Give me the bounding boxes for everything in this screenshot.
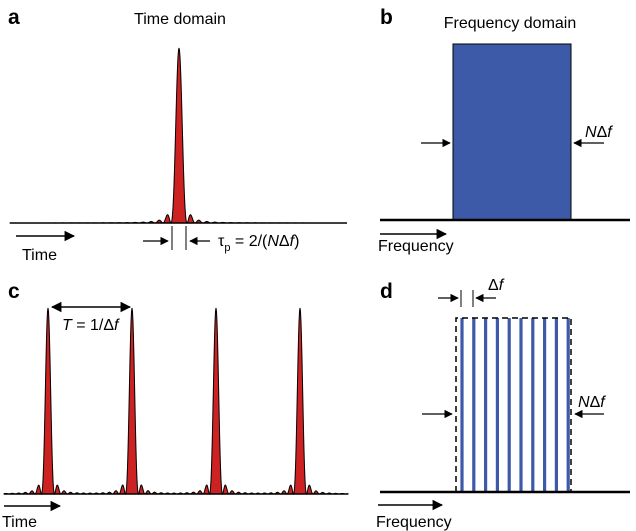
comb-envelope: [455, 317, 572, 492]
spectrum-block: [452, 43, 572, 221]
comb-lines: [460, 318, 570, 492]
panel-b: b Frequency domain Frequency NΔf: [378, 6, 630, 255]
panel-c: c Time T = 1/Δf: [2, 280, 349, 531]
bandwidth-label-d: NΔf: [578, 394, 606, 411]
panel-label-a: a: [8, 6, 20, 29]
axis-label-frequency-b: Frequency: [378, 238, 454, 255]
panel-label-d: d: [380, 280, 393, 303]
axis-label-time-c: Time: [2, 514, 37, 531]
spacing-label: Δf: [488, 277, 505, 294]
bandwidth-label-b: NΔf: [585, 124, 613, 141]
panel-d: d Frequency Δf NΔf: [376, 277, 630, 531]
panel-label-b: b: [380, 6, 393, 29]
panel-a: a Time domain Time τp = 2/(NΔf): [8, 6, 347, 264]
pulse-width-formula: τp = 2/(NΔf): [218, 233, 299, 254]
axis-label-frequency-d: Frequency: [376, 514, 452, 531]
panel-b-title: Frequency domain: [444, 15, 577, 32]
panel-a-title: Time domain: [134, 11, 226, 28]
panel-label-c: c: [8, 280, 20, 303]
pulse-train: [3, 307, 349, 496]
single-pulse: [9, 47, 347, 224]
axis-label-time-a: Time: [22, 247, 57, 264]
period-label: T = 1/Δf: [62, 317, 120, 334]
